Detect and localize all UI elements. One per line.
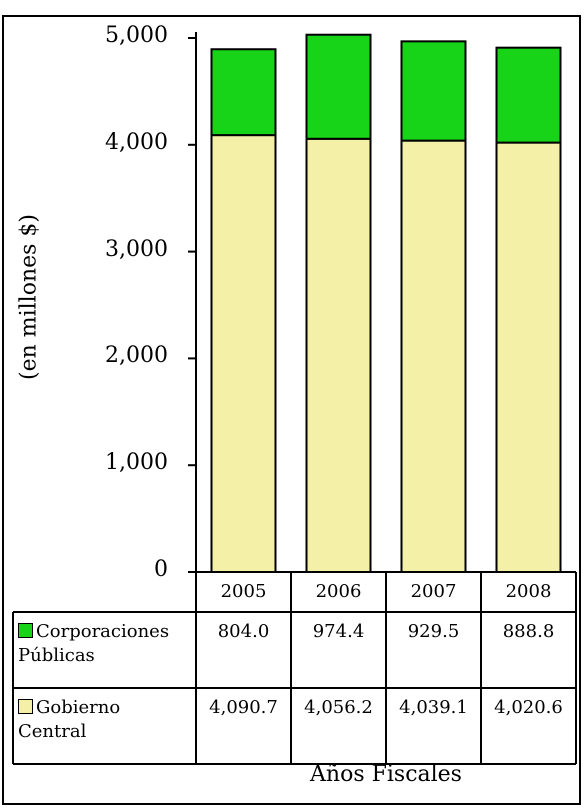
table-value: 888.8	[502, 621, 555, 642]
y-tick-label: 0	[154, 557, 168, 582]
legend-row-label: Corporaciones Públicas	[18, 620, 193, 668]
legend-row-label: Gobierno Central	[18, 696, 193, 744]
table-value: 4,020.6	[494, 697, 563, 718]
bar-gobierno-central-2005	[210, 134, 277, 573]
legend-label-line: Públicas	[18, 645, 95, 666]
category-label-2006: 2006	[315, 581, 362, 602]
data-table-layer	[12, 571, 577, 765]
y-tick-label: 2,000	[105, 343, 168, 369]
table-value: 929.5	[407, 621, 460, 642]
table-value: 4,039.1	[399, 697, 468, 718]
y-tick-label: 3,000	[105, 236, 168, 262]
legend-swatch	[18, 623, 33, 638]
legend-swatch	[18, 699, 33, 714]
bars-layer	[188, 32, 562, 573]
category-label-2008: 2008	[505, 581, 552, 602]
bar-gobierno-central-2008	[495, 141, 562, 573]
table-value: 974.4	[312, 621, 365, 642]
bar-gobierno-central-2007	[400, 139, 467, 573]
table-value: 804.0	[217, 621, 270, 642]
category-label-2007: 2007	[410, 581, 457, 602]
y-tick-label: 4,000	[105, 129, 168, 155]
bar-corporaciones-publicas-2006	[305, 33, 372, 140]
y-tick-label: 1,000	[105, 450, 168, 476]
legend-label-line: Corporaciones	[36, 621, 170, 642]
bar-gobierno-central-2006	[305, 137, 372, 573]
x-axis-title: Años Fiscales	[310, 762, 462, 787]
table-value: 4,090.7	[209, 697, 278, 718]
legend-label-line: Gobierno	[36, 697, 121, 718]
legend-label-line: Central	[18, 721, 87, 742]
chart-frame	[2, 15, 581, 805]
category-label-2005: 2005	[220, 581, 267, 602]
table-value: 4,056.2	[304, 697, 373, 718]
bar-corporaciones-publicas-2005	[210, 48, 277, 137]
bar-corporaciones-publicas-2007	[400, 40, 467, 142]
bar-corporaciones-publicas-2008	[495, 46, 562, 144]
y-tick-label: 5,000	[105, 23, 168, 48]
